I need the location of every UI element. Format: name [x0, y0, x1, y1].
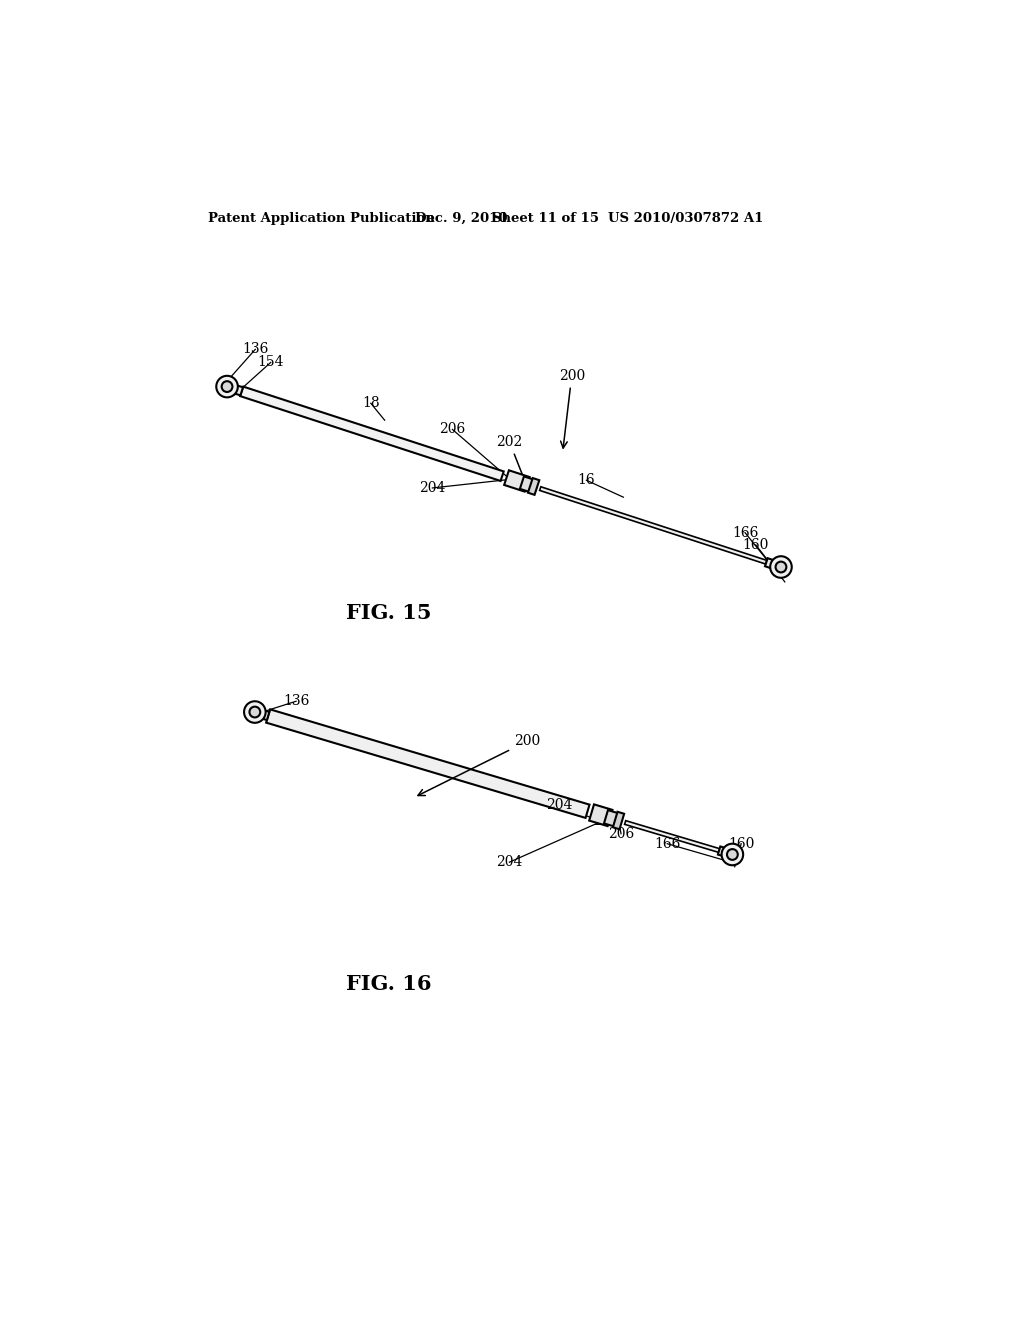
- Text: 206: 206: [608, 826, 634, 841]
- Text: 18: 18: [362, 396, 380, 411]
- Polygon shape: [613, 812, 625, 829]
- Circle shape: [244, 701, 265, 723]
- Text: 166: 166: [654, 837, 680, 850]
- Text: Dec. 9, 2010: Dec. 9, 2010: [416, 213, 508, 224]
- Polygon shape: [504, 470, 529, 491]
- Circle shape: [216, 376, 238, 397]
- Polygon shape: [540, 487, 767, 564]
- Text: 160: 160: [742, 539, 769, 552]
- Polygon shape: [718, 846, 733, 858]
- Text: 160: 160: [728, 837, 755, 850]
- Circle shape: [770, 556, 792, 578]
- Circle shape: [727, 849, 737, 859]
- Polygon shape: [520, 477, 536, 492]
- Text: 202: 202: [497, 434, 526, 484]
- Polygon shape: [765, 558, 782, 572]
- Text: 200: 200: [559, 368, 585, 447]
- Text: Patent Application Publication: Patent Application Publication: [208, 213, 434, 224]
- Text: 136: 136: [242, 342, 268, 356]
- Circle shape: [250, 706, 260, 718]
- Text: 200: 200: [418, 734, 541, 796]
- Circle shape: [775, 561, 786, 573]
- Polygon shape: [625, 821, 720, 853]
- Polygon shape: [241, 387, 504, 480]
- Text: 16: 16: [578, 474, 595, 487]
- Text: US 2010/0307872 A1: US 2010/0307872 A1: [608, 213, 763, 224]
- Text: 204: 204: [419, 480, 445, 495]
- Text: 154: 154: [257, 355, 284, 370]
- Polygon shape: [528, 478, 540, 495]
- Text: 204: 204: [497, 855, 522, 869]
- Text: FIG. 16: FIG. 16: [346, 974, 431, 994]
- Polygon shape: [254, 708, 269, 719]
- Polygon shape: [604, 810, 618, 826]
- Text: 204: 204: [546, 799, 572, 812]
- Text: Sheet 11 of 15: Sheet 11 of 15: [493, 213, 599, 224]
- Text: 206: 206: [439, 422, 466, 437]
- Text: 166: 166: [732, 525, 758, 540]
- Polygon shape: [589, 804, 612, 826]
- Polygon shape: [225, 383, 243, 396]
- Text: 136: 136: [283, 694, 309, 709]
- Polygon shape: [266, 709, 590, 818]
- Circle shape: [722, 843, 743, 865]
- Circle shape: [221, 381, 232, 392]
- Text: 202: 202: [593, 813, 620, 828]
- Text: FIG. 15: FIG. 15: [346, 603, 431, 623]
